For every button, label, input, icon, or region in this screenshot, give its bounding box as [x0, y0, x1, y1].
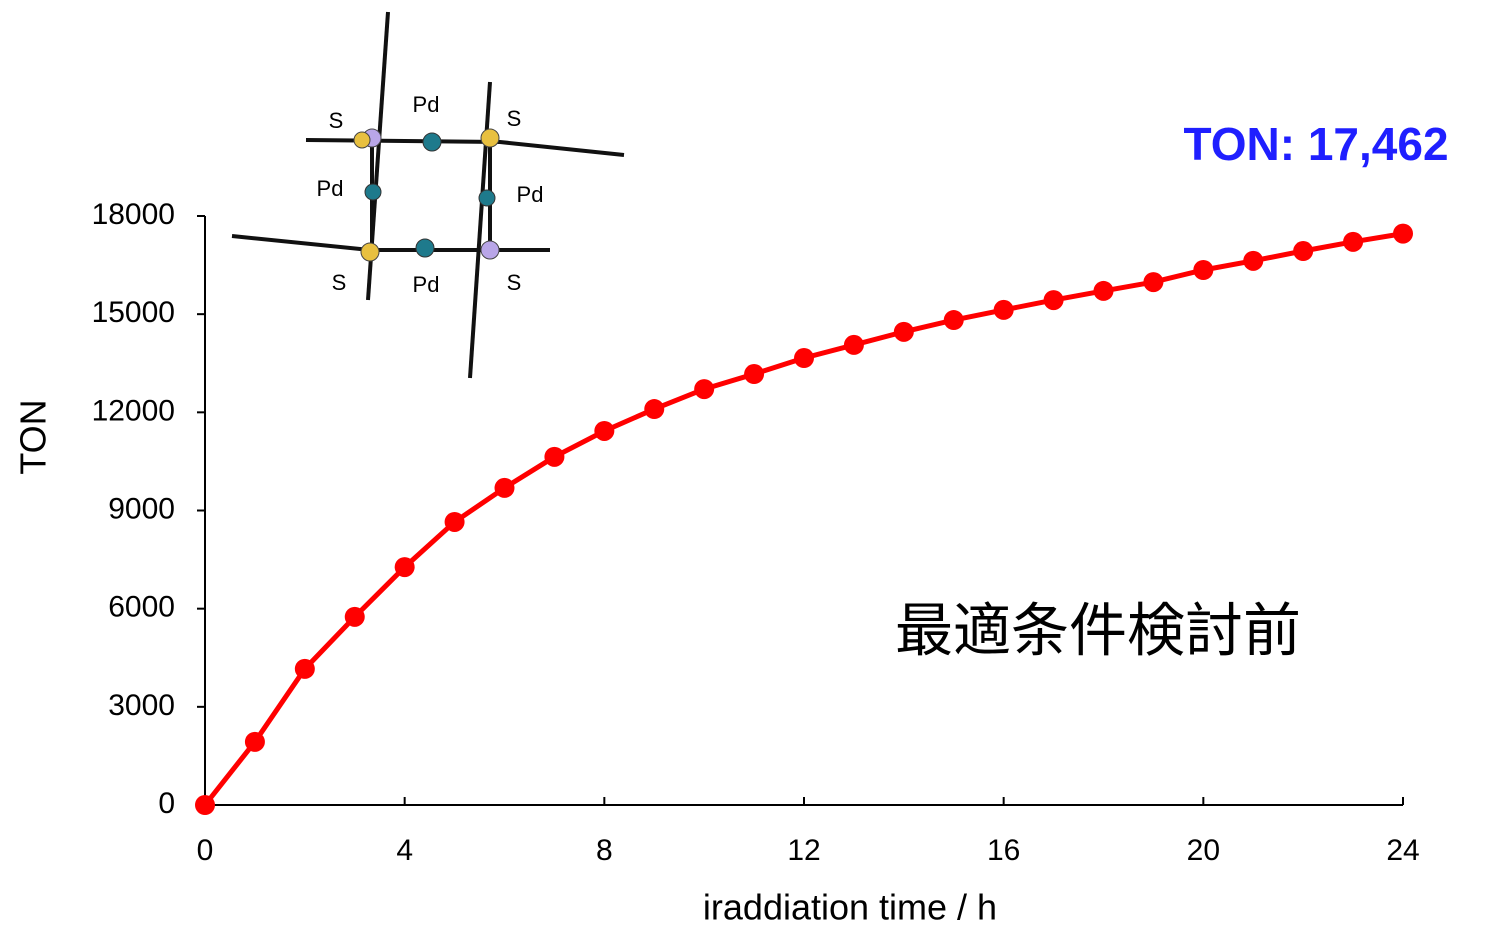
atom-label: S — [332, 270, 347, 295]
data-point — [1143, 272, 1163, 292]
annotation: TON: 17,462 — [1183, 118, 1448, 170]
x-tick-label: 16 — [987, 834, 1020, 867]
y-tick-label: 15000 — [92, 296, 175, 329]
data-point — [1243, 251, 1263, 271]
data-point — [445, 512, 465, 532]
data-point — [495, 478, 515, 498]
data-point — [744, 364, 764, 384]
data-point — [944, 310, 964, 330]
data-point — [295, 659, 315, 679]
data-point — [1193, 260, 1213, 280]
atom-label: Pd — [413, 272, 440, 297]
data-point — [644, 399, 664, 419]
y-tick-label: 12000 — [92, 394, 175, 427]
x-tick-label: 0 — [197, 834, 214, 867]
y-tick-label: 6000 — [108, 591, 175, 624]
data-point — [894, 322, 914, 342]
x-tick-label: 20 — [1187, 834, 1220, 867]
y-tick-label: 3000 — [108, 689, 175, 722]
data-point — [1393, 224, 1413, 244]
data-point — [1343, 232, 1363, 252]
y-tick-label: 0 — [158, 787, 175, 820]
data-point — [395, 557, 415, 577]
data-point — [544, 447, 564, 467]
atom-label: Pd — [517, 182, 544, 207]
series-line — [205, 234, 1403, 805]
x-tick-label: 12 — [787, 834, 820, 867]
x-axis-title: iraddiation time / h — [703, 887, 997, 928]
atom-label: Pd — [317, 176, 344, 201]
atom-label: Pd — [413, 92, 440, 117]
molecule-inset — [232, 12, 624, 378]
data-point — [1044, 290, 1064, 310]
atom-label: S — [329, 108, 344, 133]
data-point — [195, 795, 215, 815]
x-tick-label: 4 — [396, 834, 413, 867]
data-point — [994, 300, 1014, 320]
data-point — [844, 335, 864, 355]
y-tick-label: 9000 — [108, 492, 175, 525]
chart: 0 3000 6000 9000 12000 15000 18000 0 4 8 12 16 20 24 i… — [0, 0, 1506, 932]
data-point — [1293, 241, 1313, 261]
data-point — [1094, 281, 1114, 301]
data-point — [594, 421, 614, 441]
x-tick-label: 8 — [596, 834, 613, 867]
data-point — [694, 379, 714, 399]
data-point — [794, 348, 814, 368]
annotation: 最適条件検討前 — [895, 598, 1301, 663]
data-point — [245, 732, 265, 752]
data-point — [345, 607, 365, 627]
x-tick-label: 24 — [1386, 834, 1419, 867]
y-tick-label: 18000 — [92, 198, 175, 231]
y-axis-title: TON — [13, 399, 54, 474]
atom-label: S — [507, 106, 522, 131]
atom-label: S — [507, 270, 522, 295]
